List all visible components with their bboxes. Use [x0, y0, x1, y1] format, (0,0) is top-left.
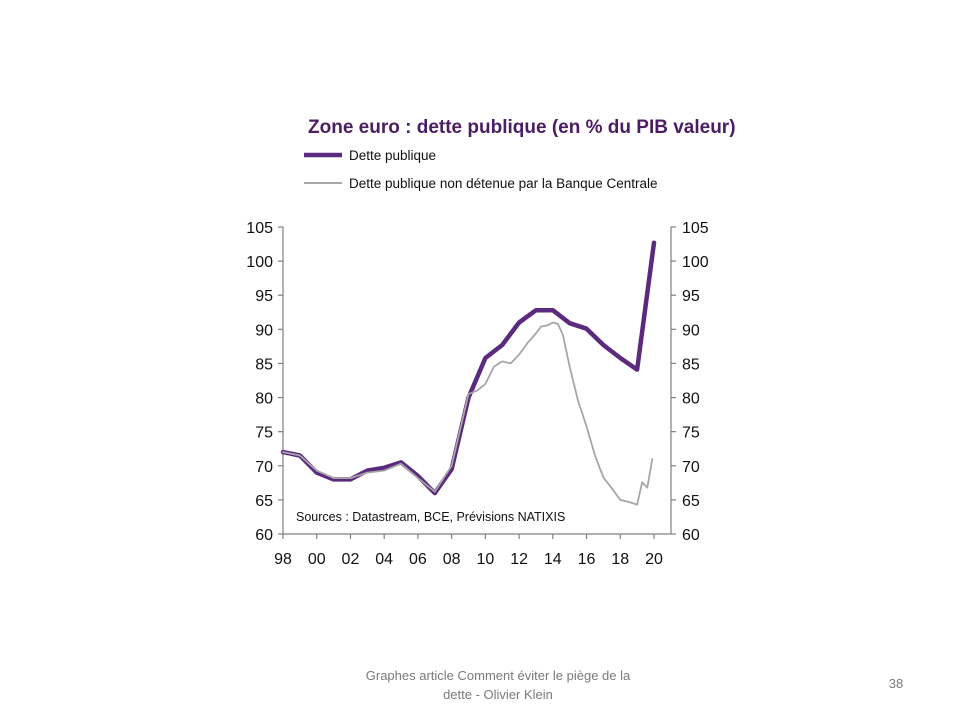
footer-line-1: Graphes article Comment éviter le piège … — [365, 668, 631, 683]
page-number: 38 — [888, 676, 904, 691]
x-tick-label: 02 — [342, 551, 360, 568]
slide-footer: Graphes article Comment éviter le piège … — [340, 666, 656, 704]
right-y-ticks: 105 100 95 90 85 80 75 70 65 60 — [671, 220, 709, 544]
right-y-tick-label: 90 — [682, 322, 700, 339]
left-y-tick-label: 60 — [255, 527, 273, 544]
left-y-tick-label: 90 — [255, 322, 273, 339]
x-ticks: 98 00 02 04 06 08 10 12 14 16 18 20 — [274, 534, 663, 568]
left-y-ticks: 105 100 95 90 85 80 75 70 65 60 — [246, 220, 283, 544]
left-y-tick-label: 85 — [255, 356, 273, 373]
x-tick-label: 16 — [578, 551, 596, 568]
right-y-tick-label: 100 — [682, 254, 709, 271]
x-tick-label: 98 — [274, 551, 292, 568]
x-tick-label: 12 — [510, 551, 528, 568]
series-group — [280, 240, 657, 506]
left-y-tick-label: 95 — [255, 288, 273, 305]
series-line-dette-publique — [280, 240, 657, 496]
right-y-tick-label: 70 — [682, 459, 700, 476]
right-y-tick-label: 85 — [682, 356, 700, 373]
legend-label-dette-publique: Dette publique — [349, 148, 436, 163]
x-tick-label: 20 — [645, 551, 663, 568]
x-tick-label: 00 — [308, 551, 326, 568]
footer-line-2: dette - Olivier Klein — [443, 687, 553, 702]
chart-source-note: Sources : Datastream, BCE, Prévisions NA… — [296, 510, 565, 524]
x-tick-label: 14 — [544, 551, 562, 568]
x-tick-label: 18 — [611, 551, 629, 568]
left-y-tick-label: 70 — [255, 459, 273, 476]
plot-area: 105 100 95 90 85 80 75 70 65 60 105 100 95 90 85 80 75 7… — [246, 220, 709, 568]
left-y-tick-label: 65 — [255, 493, 273, 510]
right-y-tick-label: 65 — [682, 493, 700, 510]
chart-title: Zone euro : dette publique (en % du PIB … — [308, 117, 736, 138]
x-tick-label: 06 — [409, 551, 427, 568]
legend-label-dette-non-detenue: Dette publique non détenue par la Banque… — [349, 176, 657, 191]
series-line-dette-non-detenue — [282, 321, 654, 506]
right-y-tick-label: 80 — [682, 391, 700, 408]
chart-legend: Dette publique Dette publique non détenu… — [304, 148, 657, 191]
right-y-tick-label: 105 — [682, 220, 709, 237]
left-y-tick-label: 100 — [246, 254, 273, 271]
x-tick-label: 04 — [375, 551, 393, 568]
right-y-tick-label: 60 — [682, 527, 700, 544]
right-y-tick-label: 95 — [682, 288, 700, 305]
x-tick-label: 08 — [443, 551, 461, 568]
x-tick-label: 10 — [476, 551, 494, 568]
left-y-tick-label: 80 — [255, 391, 273, 408]
left-y-tick-label: 75 — [255, 425, 273, 442]
left-y-tick-label: 105 — [246, 220, 273, 237]
right-y-tick-label: 75 — [682, 425, 700, 442]
